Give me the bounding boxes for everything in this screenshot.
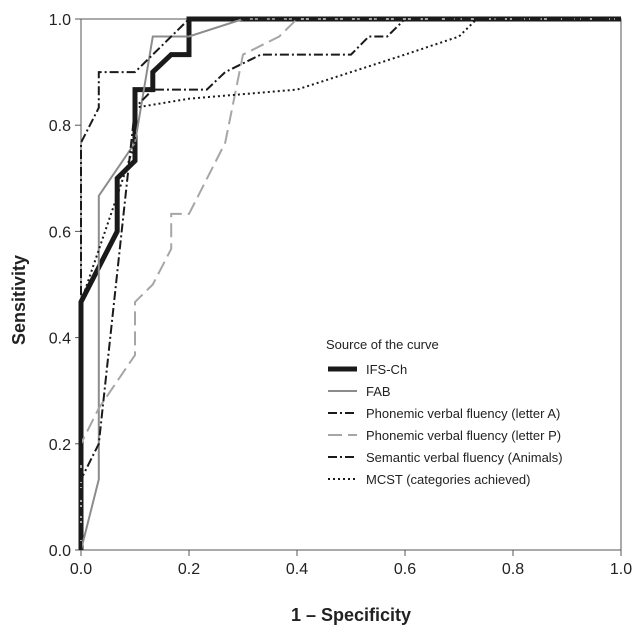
x-tick-label: 0.2 <box>178 561 200 578</box>
y-axis-title: Sensitivity <box>9 255 29 345</box>
series-line-3 <box>80 18 621 550</box>
plot-frame <box>80 18 622 551</box>
legend-label-5: Semantic verbal fluency (Animals) <box>366 450 563 465</box>
y-tick-label: 0.6 <box>49 224 71 241</box>
y-tick-label: 0.8 <box>49 118 71 135</box>
series-line-6 <box>80 18 621 550</box>
legend-label-1: IFS-Ch <box>366 362 407 377</box>
y-axis: 0.0 0.2 0.4 0.6 0.8 1.0 <box>49 12 81 560</box>
series-layer <box>78 16 621 551</box>
legend-label-4: Phonemic verbal fluency (letter P) <box>366 428 561 443</box>
series-line-4 <box>80 18 621 550</box>
series-line-5 <box>80 18 621 550</box>
series-line-2 <box>80 18 621 551</box>
y-tick-label: 0.2 <box>49 437 71 454</box>
x-tick-label: 1.0 <box>610 561 632 578</box>
x-tick-label: 0.8 <box>502 561 524 578</box>
x-axis: 0.0 0.2 0.4 0.6 0.8 1.0 <box>70 550 632 578</box>
x-axis-title: 1 – Specificity <box>291 605 411 625</box>
x-tick-label: 0.4 <box>286 561 308 578</box>
x-tick-label: 0.0 <box>70 561 92 578</box>
legend-title: Source of the curve <box>326 337 439 352</box>
legend-label-3: Phonemic verbal fluency (letter A) <box>366 406 560 421</box>
legend-label-6: MCST (categories achieved) <box>366 472 531 487</box>
plot-area: 0.0 0.2 0.4 0.6 0.8 1.0 0.0 0.2 0.4 0.6 0.8 1.0 <box>49 12 632 578</box>
legend: Source of the curve IFS-Ch FAB Phonemic ve… <box>326 337 563 487</box>
y-tick-label: 0.4 <box>49 331 71 348</box>
y-tick-label: 0.0 <box>49 543 71 560</box>
series-line-1 <box>78 16 621 550</box>
y-tick-label: 1.0 <box>49 12 71 29</box>
x-tick-label: 0.6 <box>394 561 416 578</box>
legend-label-2: FAB <box>366 384 391 399</box>
